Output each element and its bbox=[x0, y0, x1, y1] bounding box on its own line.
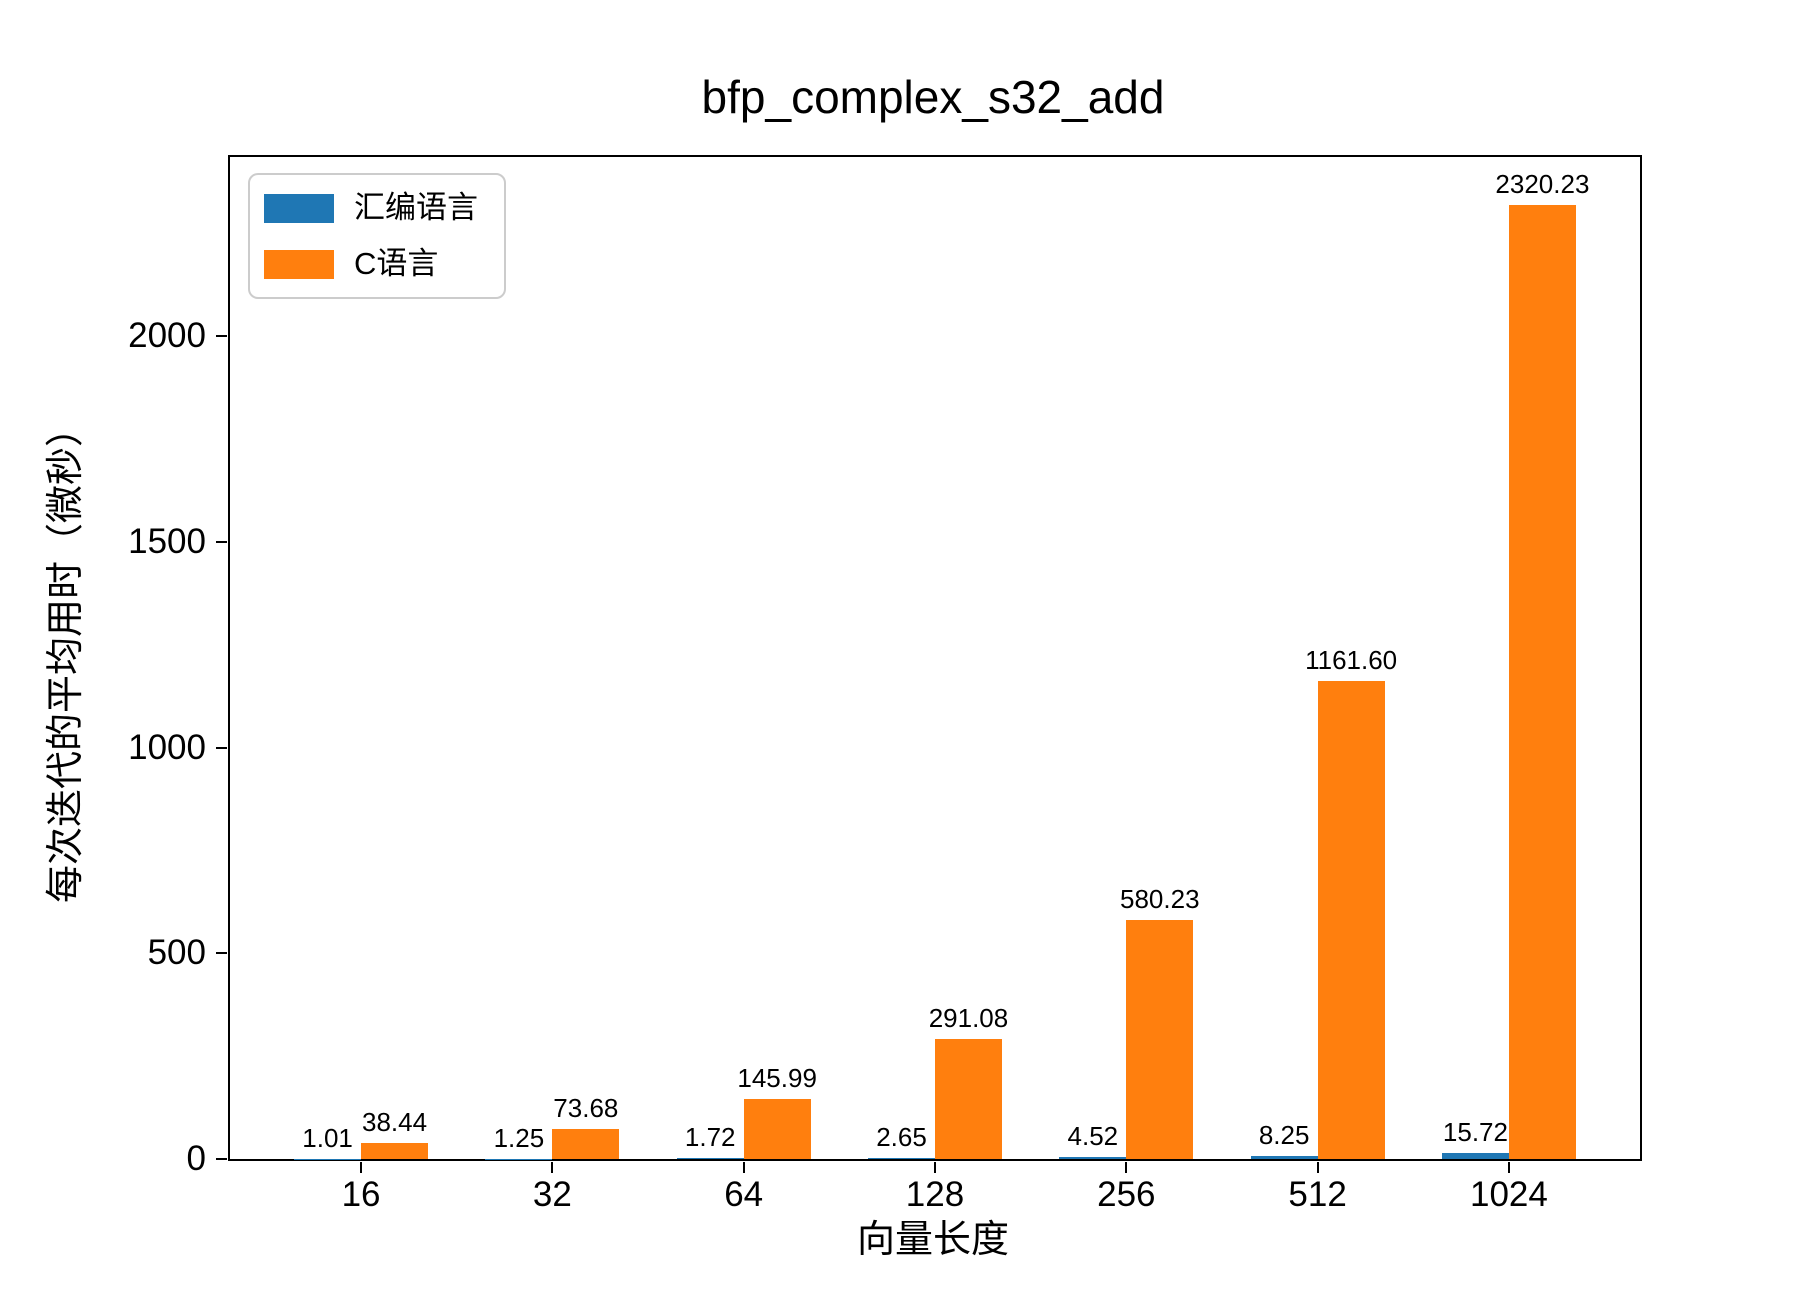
y-tick-label: 1500 bbox=[128, 522, 206, 561]
bar-value-label: 580.23 bbox=[1120, 884, 1200, 915]
chart-title: bfp_complex_s32_add bbox=[701, 71, 1165, 123]
y-tick-mark bbox=[216, 335, 227, 338]
x-tick-label: 1024 bbox=[1470, 1175, 1548, 1214]
y-tick-mark bbox=[216, 746, 227, 749]
bar-series1-16 bbox=[361, 1143, 428, 1159]
x-tick-label: 32 bbox=[532, 1175, 572, 1214]
legend: 汇编语言 C语言 bbox=[248, 173, 506, 299]
x-tick-label: 512 bbox=[1288, 1175, 1347, 1214]
x-tick-mark bbox=[360, 1162, 363, 1173]
x-tick-mark bbox=[742, 1162, 745, 1173]
x-tick-label: 64 bbox=[724, 1175, 764, 1214]
bar-series0-32 bbox=[485, 1158, 553, 1159]
x-tick-mark bbox=[551, 1162, 554, 1173]
bar-series1-32 bbox=[552, 1128, 620, 1159]
bar-series1-1024 bbox=[1508, 204, 1576, 1159]
x-tick-mark bbox=[1507, 1162, 1510, 1173]
y-axis-label: 每次迭代的平均用时（微秒） bbox=[45, 408, 87, 904]
x-tick-mark bbox=[1316, 1162, 1319, 1173]
x-tick-label: 128 bbox=[905, 1175, 965, 1214]
legend-label-series1: C语言 bbox=[354, 246, 439, 281]
y-tick-mark bbox=[216, 541, 227, 543]
bar-value-label: 145.99 bbox=[737, 1062, 817, 1093]
legend-item-series0: 汇编语言 bbox=[264, 191, 478, 225]
y-tick-label: 2000 bbox=[128, 316, 206, 356]
bar-series0-64 bbox=[676, 1158, 744, 1159]
plot-area: 汇编语言 C语言 0 500 1000 1500 2000 16 32 64 128 256 512 1… bbox=[128, 155, 1642, 1214]
legend-label-series0: 汇编语言 bbox=[354, 190, 478, 225]
bar-value-label: 73.68 bbox=[553, 1092, 619, 1123]
legend-swatch-series1 bbox=[264, 249, 334, 279]
bar-series0-256 bbox=[1059, 1157, 1127, 1159]
y-tick-mark bbox=[216, 1158, 227, 1160]
bar-value-label: 291.08 bbox=[928, 1003, 1009, 1034]
x-axis-label: 向量长度 bbox=[856, 1219, 1009, 1261]
legend-item-series1: C语言 bbox=[264, 247, 478, 281]
bar-series1-128 bbox=[935, 1039, 1002, 1159]
x-tick-mark bbox=[934, 1162, 936, 1173]
bar-series0-1024 bbox=[1441, 1152, 1509, 1159]
bar-value-label: 2320.23 bbox=[1495, 168, 1590, 199]
y-tick-label: 500 bbox=[147, 933, 206, 973]
bar-value-label: 38.44 bbox=[361, 1107, 428, 1138]
legend-swatch-series0 bbox=[264, 193, 334, 223]
bar-series1-64 bbox=[743, 1098, 811, 1159]
y-tick-mark bbox=[216, 952, 227, 955]
x-tick-label: 16 bbox=[341, 1175, 381, 1214]
bar-series1-512 bbox=[1317, 681, 1385, 1159]
x-tick-label: 256 bbox=[1097, 1175, 1156, 1214]
x-tick-mark bbox=[1125, 1162, 1128, 1173]
bar-series1-256 bbox=[1126, 920, 1194, 1159]
bar-series0-512 bbox=[1250, 1155, 1318, 1159]
bar-series0-128 bbox=[868, 1157, 935, 1159]
y-tick-label: 1000 bbox=[128, 727, 206, 767]
bar-value-label: 1161.60 bbox=[1305, 645, 1398, 676]
y-tick-label: 0 bbox=[186, 1139, 206, 1178]
